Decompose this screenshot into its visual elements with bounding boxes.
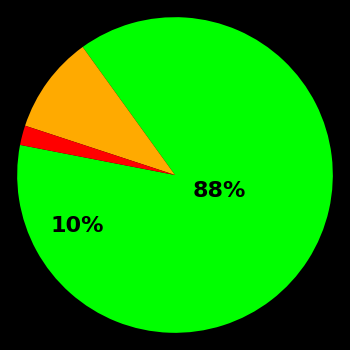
Wedge shape — [25, 47, 175, 175]
Text: 88%: 88% — [193, 181, 246, 201]
Wedge shape — [20, 126, 175, 175]
Text: 10%: 10% — [50, 216, 104, 236]
Wedge shape — [17, 17, 333, 333]
